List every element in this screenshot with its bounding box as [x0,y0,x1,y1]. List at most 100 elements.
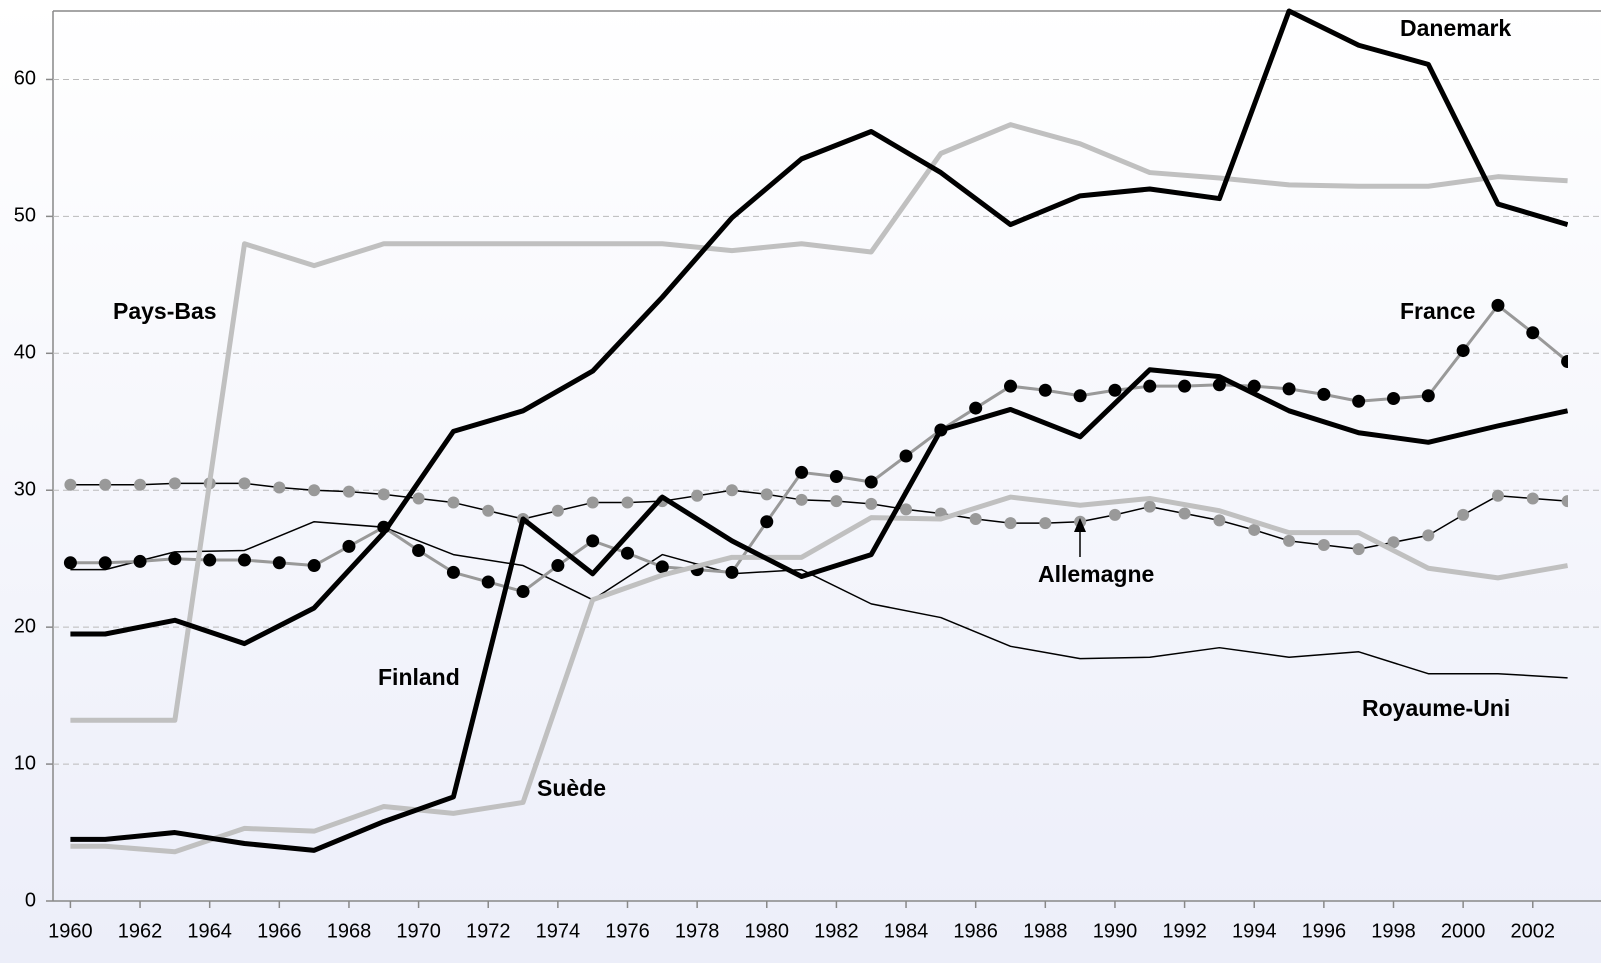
data-point [586,534,600,548]
data-point [342,539,356,553]
data-point [1317,387,1331,401]
data-point [238,477,251,490]
x-tick-label: 1984 [884,920,929,942]
series-line [70,494,1568,855]
x-tick-label: 1988 [1023,920,1068,942]
x-tick-label: 1970 [396,920,441,942]
data-point [1143,379,1157,393]
data-point [864,475,878,489]
data-point [238,553,251,567]
data-point [1283,534,1296,547]
data-point [412,492,425,505]
data-point [446,565,460,579]
x-tick-label: 1966 [257,920,302,942]
x-tick-label: 1986 [953,920,998,942]
data-point [725,484,738,497]
x-tick-label: 1960 [48,920,93,942]
data-point [1143,500,1156,513]
y-tick-label: 50 [14,205,36,227]
data-point [621,546,634,560]
data-point [133,554,147,568]
series-label: Danemark [1400,15,1511,41]
data-point [482,504,495,517]
x-tick-label: 1992 [1162,920,1207,942]
data-point [1526,492,1539,505]
data-point [99,478,112,491]
data-point [1387,391,1400,405]
data-point [1491,489,1504,502]
data-point [760,488,773,501]
data-point [1178,507,1191,520]
data-point [1213,514,1226,527]
data-point [691,489,704,502]
x-tick-label: 2000 [1441,920,1486,942]
x-tick-label: 1968 [327,920,372,942]
series-label: Allemagne [1038,561,1154,587]
series-label: Royaume-Uni [1362,695,1510,721]
data-point [1108,383,1122,397]
data-point [899,449,913,463]
data-point [377,488,390,501]
data-point [1491,298,1505,312]
data-point [865,497,878,510]
data-point [1004,379,1017,393]
data-point [795,493,808,506]
data-point [1387,536,1400,549]
labels: Royaume-Uni Allemagne France Pays-Bas Suède F… [113,15,1511,801]
data-point [203,553,217,567]
data-point [1317,539,1330,551]
data-point [98,556,112,570]
data-point [586,496,599,509]
x-tick-label: 1964 [187,920,232,942]
data-point [1457,508,1470,521]
x-tick-label: 1980 [745,920,790,942]
data-point [1073,389,1087,403]
y-tick-label: 10 [14,752,36,774]
grid: 0 10 20 30 40 50 60 1960 1962 1964 1966 1968 1970 197… [14,68,1601,942]
data-point [64,478,77,491]
y-tick-label: 0 [25,889,36,911]
data-point [1561,495,1568,508]
data-point [551,559,565,573]
series-label: France [1400,298,1475,324]
data-point [655,560,669,574]
data-point [412,543,426,557]
x-tick-label: 1976 [605,920,650,942]
x-tick-label: 1962 [118,920,163,942]
data-point [481,575,495,589]
data-point [969,401,983,415]
data-point [1004,517,1017,530]
data-point [1561,355,1568,369]
data-point [760,515,774,529]
plot-area [63,8,1568,855]
series-line [70,367,1568,853]
data-point [1039,517,1052,530]
data-point [829,470,843,484]
data-point [272,556,286,570]
data-point [1422,529,1435,542]
data-point [308,484,321,497]
data-point [168,552,182,566]
data-point [342,485,355,498]
data-point [1352,394,1366,408]
y-tick-label: 20 [14,615,36,637]
x-tick-label: 1982 [814,920,859,942]
data-point [1248,523,1261,536]
x-tick-label: 1994 [1232,920,1277,942]
series-line [70,520,1568,679]
data-point [551,504,564,517]
data-point [273,481,286,494]
series-line [70,8,1568,647]
series-label: Finland [378,664,460,690]
label-arrowhead [1074,518,1086,532]
data-point [900,503,913,516]
series-label: Pays-Bas [113,298,217,324]
x-tick-label: 1990 [1093,920,1138,942]
data-point [1526,326,1540,340]
x-tick-label: 2002 [1511,920,1556,942]
data-point [1178,379,1192,393]
x-tick-label: 1974 [536,920,581,942]
data-point [134,478,147,491]
y-tick-label: 30 [14,479,36,501]
